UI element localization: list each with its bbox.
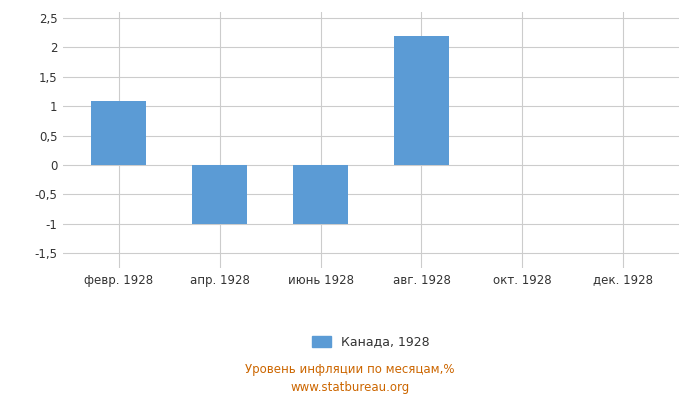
Text: www.statbureau.org: www.statbureau.org (290, 382, 410, 394)
Bar (91, 101, 146, 165)
Bar (293, 165, 349, 224)
Text: Уровень инфляции по месяцам,%: Уровень инфляции по месяцам,% (245, 364, 455, 376)
Bar (393, 36, 449, 165)
Legend: Канада, 1928: Канада, 1928 (307, 330, 435, 354)
Bar (192, 165, 247, 224)
